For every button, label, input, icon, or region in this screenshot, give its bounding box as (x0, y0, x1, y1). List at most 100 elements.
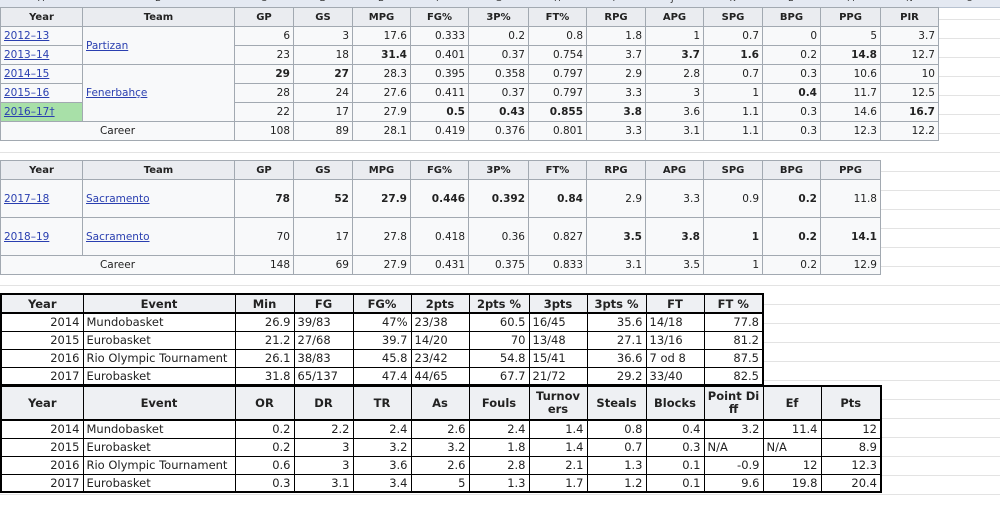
stat-cell: 0.2 (762, 45, 821, 65)
career-stat: 0.375 (468, 255, 529, 275)
stat-cell: 31.4 (352, 45, 411, 65)
stat-cell: 9.6 (703, 473, 764, 493)
stat-cell: 67.7 (468, 366, 530, 386)
stat-cell: 15/41 (528, 348, 588, 368)
career-stat: 0.833 (528, 255, 587, 275)
stat-cell: 0.37 (468, 83, 529, 103)
column-letter[interactable]: D (320, 0, 327, 4)
team-link[interactable]: Fenerbahçe (86, 87, 148, 99)
column-letter[interactable]: I (613, 0, 616, 4)
team-link[interactable]: Sacramento (86, 192, 150, 205)
stat-cell: 0.1 (645, 455, 705, 475)
column-header: Year (0, 385, 84, 421)
career-stat: 12.3 (820, 121, 881, 141)
stat-cell: 19.8 (762, 473, 822, 493)
table-row: 2014 Mundobasket 26.9 39/83 47% 23/38 60.5 16/4… (0, 312, 764, 332)
career-label: Career (0, 255, 235, 275)
season-link[interactable]: 2016–17† (4, 106, 55, 118)
season-link[interactable]: 2015–16 (4, 87, 50, 99)
stat-cell: 27.8 (352, 217, 411, 256)
column-header: FT% (528, 7, 587, 27)
stat-cell: 12.7 (880, 45, 939, 65)
stat-cell: 70 (468, 330, 530, 350)
table-row: 2016–17† 22 17 27.9 0.5 0.43 0.855 3.8 3.6 1.1 0.3… (0, 102, 939, 122)
year-cell: 2018–19 (0, 217, 83, 256)
career-stat: 108 (234, 121, 294, 141)
column-header: Turnovers (528, 385, 588, 421)
column-letter[interactable]: H (554, 0, 561, 4)
stat-cell: 28.3 (352, 64, 411, 84)
team-link[interactable]: Sacramento (86, 230, 150, 243)
career-stat: 3.1 (645, 121, 704, 141)
stat-cell: 0.2 (234, 437, 295, 457)
team-link[interactable]: Partizan (86, 39, 129, 52)
column-header: BPG (762, 7, 821, 27)
column-header: PPG (820, 7, 881, 27)
column-header: 2pts % (468, 293, 530, 314)
column-letter[interactable]: A (38, 0, 44, 4)
column-header: 3P% (468, 7, 529, 27)
year-cell: 2012–13 (0, 26, 83, 46)
stat-cell: 54.8 (468, 348, 530, 368)
stat-cell: 14.6 (820, 102, 881, 122)
column-header: GS (293, 7, 353, 27)
stat-cell: 27.9 (352, 102, 411, 122)
column-letter[interactable]: F (436, 0, 441, 4)
column-header: GP (234, 160, 294, 180)
season-link[interactable]: 2018–19 (4, 230, 50, 243)
column-header: RPG (586, 160, 646, 180)
column-letter[interactable]: G (495, 0, 502, 4)
column-header: Fouls (468, 385, 530, 421)
career-row: Career 148 69 27.9 0.431 0.375 0.833 3.1 3.5 1 0.2… (0, 255, 881, 275)
column-letter[interactable]: N (906, 0, 913, 4)
stat-cell: 0.2 (234, 419, 295, 439)
team-cell: Partizan (82, 26, 235, 65)
stat-cell: 3 (645, 83, 704, 103)
stat-cell: 2.4 (468, 419, 530, 439)
column-header: Blocks (645, 385, 705, 421)
column-letter[interactable]: E (378, 0, 384, 4)
column-letter[interactable]: J (671, 0, 674, 4)
stat-cell: 3.2 (352, 437, 412, 457)
column-letter[interactable]: C (261, 0, 267, 4)
stat-cell: 39.7 (352, 330, 412, 350)
stat-cell: 1 (645, 26, 704, 46)
stat-cell: 0.8 (586, 419, 647, 439)
career-stat: 12.9 (820, 255, 881, 275)
column-header: PPG (820, 160, 881, 180)
season-link[interactable]: 2014–15 (4, 68, 50, 80)
stat-cell: 0.4 (762, 83, 821, 103)
stat-cell: 1.3 (468, 473, 530, 493)
column-letter[interactable]: B (155, 0, 161, 4)
stat-cell: 0.1 (645, 473, 705, 493)
team-cell: Fenerbahçe (82, 64, 235, 122)
column-header: BPG (762, 160, 821, 180)
stat-cell: 3 (293, 437, 354, 457)
table-row: 2014 Mundobasket 0.2 2.2 2.4 2.6 2.4 1.4 0.8 0.4 3… (0, 419, 882, 439)
table-row: 2017 Eurobasket 0.3 3.1 3.4 5 1.3 1.7 1.2 0.1 9.6 1… (0, 473, 882, 493)
stat-cell: 82.5 (703, 366, 764, 386)
stat-cell: 11.7 (820, 83, 881, 103)
stat-cell: 12 (762, 455, 822, 475)
column-letter[interactable]: O (966, 0, 973, 4)
column-header: TR (352, 385, 412, 421)
column-header: DR (293, 385, 354, 421)
column-letter[interactable]: L (788, 0, 793, 4)
stat-cell: 18 (293, 45, 353, 65)
column-letter[interactable]: K (730, 0, 736, 4)
year-cell: 2013–14 (0, 45, 83, 65)
stat-cell: 2.8 (645, 64, 704, 84)
stat-cell: 3 (293, 455, 354, 475)
column-header: FG% (410, 7, 469, 27)
season-link[interactable]: 2013–14 (4, 49, 50, 61)
stat-cell: 29 (234, 64, 294, 84)
column-letter[interactable]: M (847, 0, 855, 4)
column-header: FT% (528, 160, 587, 180)
season-link[interactable]: 2012–13 (4, 30, 50, 42)
season-link[interactable]: 2017–18 (4, 192, 50, 205)
stat-cell: 3.7 (645, 45, 704, 65)
stat-cell: 1.2 (586, 473, 647, 493)
column-header: GP (234, 7, 294, 27)
stat-cell: 33/40 (645, 366, 705, 386)
stat-cell: 3 (293, 26, 353, 46)
